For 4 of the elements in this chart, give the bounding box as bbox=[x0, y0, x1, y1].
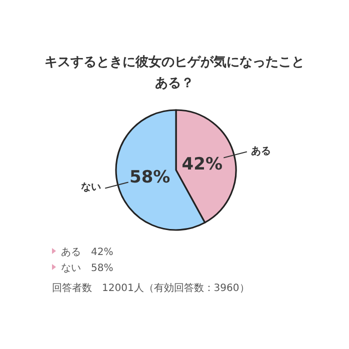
annotation: 回答者数 12001人（有効回答数：3960） bbox=[52, 283, 250, 294]
title: キスするときに彼女のヒゲが気になったことある？ bbox=[44, 55, 304, 91]
annotation: ある 42% bbox=[61, 247, 114, 258]
annotation: ない 58% bbox=[61, 263, 114, 274]
